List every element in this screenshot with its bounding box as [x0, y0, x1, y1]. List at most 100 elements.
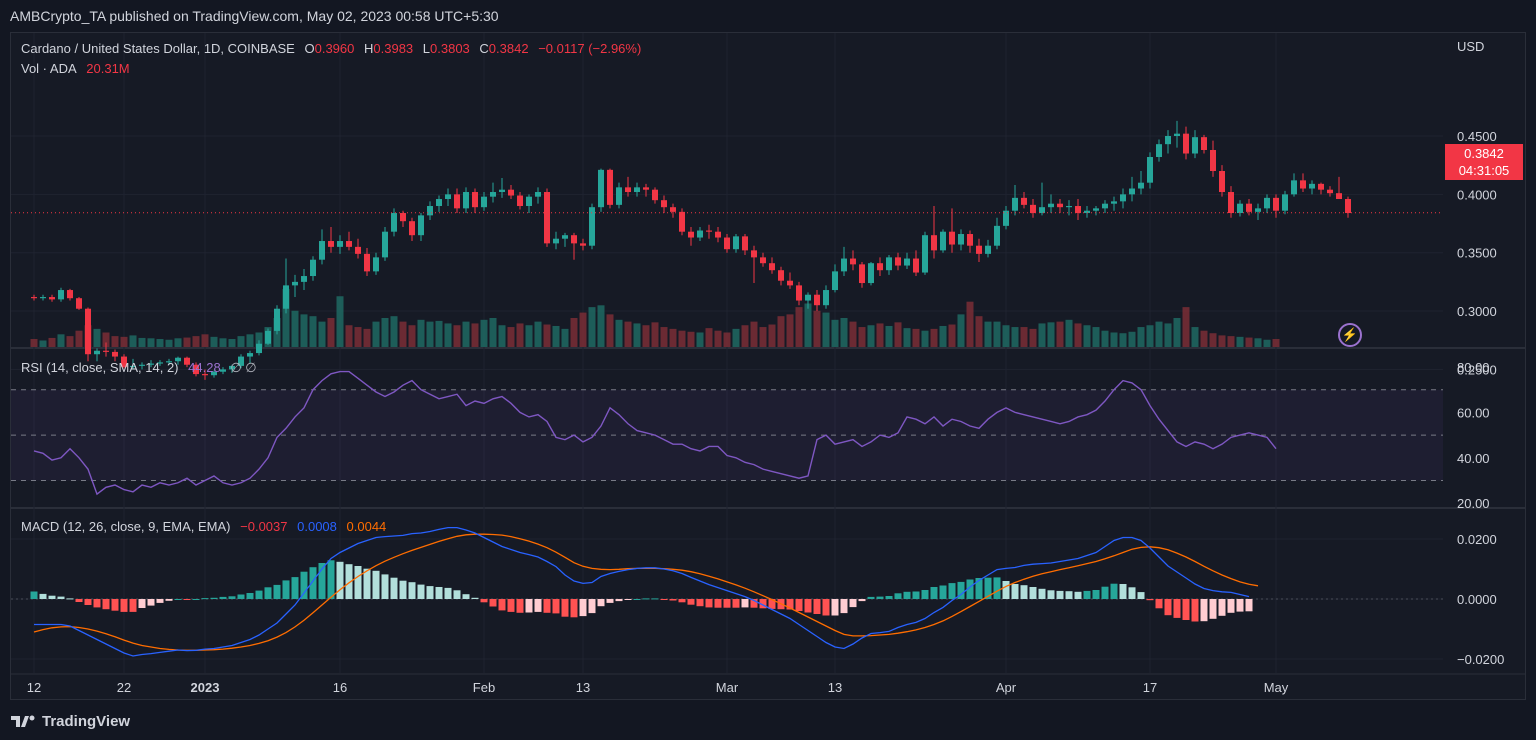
- candle-body: [1183, 133, 1189, 154]
- chart-canvas[interactable]: 0.4500 0.4000 0.3500 0.3000 0.2500 USD 80.00 60…: [10, 32, 1526, 700]
- macd-histogram-bar: [606, 599, 614, 603]
- macd-histogram-bar: [687, 599, 695, 605]
- macd-histogram-bar: [183, 599, 191, 600]
- candle-body: [1309, 183, 1315, 189]
- volume-bar: [723, 332, 731, 347]
- candle-body: [769, 263, 775, 271]
- candle-body: [607, 169, 613, 205]
- tradingview-logo-icon[interactable]: [10, 713, 36, 729]
- candle-body: [517, 195, 523, 207]
- volume-bar: [1128, 331, 1136, 347]
- volume-bar: [984, 321, 992, 347]
- macd-histogram-bar: [1191, 599, 1199, 622]
- candle-body: [1327, 189, 1333, 194]
- rsi-label[interactable]: RSI (14, close, SMA, 14, 2): [21, 360, 179, 375]
- volume-bar: [1263, 339, 1271, 347]
- price-axis-tick: 0.4000: [1457, 187, 1497, 202]
- macd-histogram-bar: [174, 599, 182, 600]
- candle-body: [823, 290, 829, 306]
- volume-bar: [1074, 323, 1082, 347]
- macd-histogram-bar: [1092, 590, 1100, 599]
- lightning-icon[interactable]: ⚡: [1338, 323, 1362, 347]
- candle-body: [481, 196, 487, 208]
- volume-bar: [840, 318, 848, 347]
- macd-histogram-bar: [1236, 599, 1244, 612]
- macd-histogram-bar: [291, 577, 299, 599]
- volume-bar: [831, 319, 839, 347]
- candle-body: [1192, 137, 1198, 154]
- volume-bar: [426, 321, 434, 347]
- macd-label[interactable]: MACD (12, 26, close, 9, EMA, EMA): [21, 519, 231, 534]
- macd-histogram-bar: [507, 599, 515, 612]
- volume-bar: [768, 324, 776, 347]
- price-axis-tick: 0.2500: [1457, 362, 1497, 377]
- candle-body: [904, 258, 910, 266]
- volume-bar: [1047, 322, 1055, 347]
- candle-body: [445, 194, 451, 200]
- candle-body: [832, 271, 838, 291]
- candle-body: [913, 258, 919, 273]
- candle-body: [76, 298, 82, 309]
- macd-histogram-bar: [786, 599, 794, 610]
- rsi-axis-tick: 60.00: [1457, 405, 1490, 420]
- candle-body: [409, 221, 415, 236]
- macd-histogram-bar: [1074, 591, 1082, 599]
- symbol-name[interactable]: Cardano / United States Dollar, 1D, COIN…: [21, 41, 295, 56]
- volume-bar: [381, 318, 389, 347]
- volume-bar: [435, 320, 443, 347]
- volume-label[interactable]: Vol · ADA: [21, 61, 77, 76]
- volume-bar: [1038, 323, 1046, 347]
- tradingview-brand[interactable]: TradingView: [42, 712, 131, 730]
- candle-body: [373, 257, 379, 272]
- candle-body: [1345, 199, 1351, 214]
- volume-bar: [651, 322, 659, 347]
- macd-histogram-bar: [885, 596, 893, 599]
- macd-histogram-bar: [363, 568, 371, 599]
- candle-body: [1138, 182, 1144, 189]
- macd-histogram-bar: [651, 598, 659, 600]
- candle-body: [1237, 203, 1243, 214]
- symbol-legend: Cardano / United States Dollar, 1D, COIN…: [21, 41, 647, 56]
- macd-histogram-bar: [1020, 585, 1028, 599]
- volume-bar: [786, 314, 794, 347]
- volume-bar: [570, 318, 578, 347]
- candle-body: [454, 194, 460, 209]
- time-axis-tick: 22: [117, 680, 131, 695]
- volume-bar: [489, 318, 497, 347]
- macd-histogram-bar: [489, 599, 497, 607]
- open-label: O: [304, 41, 315, 56]
- candle-body: [265, 330, 271, 344]
- volume-bar: [525, 325, 533, 347]
- macd-histogram-bar: [525, 599, 533, 613]
- macd-histogram-bar: [102, 599, 110, 610]
- rsi-value: 44.28: [188, 360, 221, 375]
- volume-bar: [516, 323, 524, 347]
- volume-bar: [309, 316, 317, 347]
- macd-histogram-bar: [714, 599, 722, 608]
- macd-histogram-bar: [1110, 583, 1118, 599]
- macd-histogram-bar: [966, 579, 974, 599]
- volume-bar: [237, 336, 245, 347]
- macd-histogram-bar: [129, 599, 137, 612]
- candle-body: [1174, 133, 1180, 136]
- candle-body: [1129, 188, 1135, 195]
- volume-bar: [903, 328, 911, 347]
- macd-histogram-bar: [1083, 590, 1091, 599]
- macd-histogram-bar: [156, 599, 164, 603]
- candle-body: [40, 297, 46, 299]
- volume-bar: [246, 334, 254, 347]
- macd-histogram-bar: [498, 599, 506, 611]
- price-axis-tick: 0.3000: [1457, 304, 1497, 319]
- candle-body: [31, 297, 37, 299]
- time-axis-tick: 17: [1143, 680, 1157, 695]
- candle-body: [499, 189, 505, 193]
- time-axis-tick: Mar: [716, 680, 739, 695]
- volume-bar: [579, 312, 587, 347]
- chart-plot[interactable]: 0.4500 0.4000 0.3500 0.3000 0.2500 USD 80.00 60…: [11, 33, 1526, 700]
- macd-histogram-bar: [1002, 581, 1010, 599]
- rsi-extra: ∅ ∅: [230, 360, 257, 375]
- volume-bar: [624, 321, 632, 347]
- candle-body: [571, 235, 577, 244]
- candle-body: [994, 225, 1000, 246]
- volume-bar: [750, 321, 758, 347]
